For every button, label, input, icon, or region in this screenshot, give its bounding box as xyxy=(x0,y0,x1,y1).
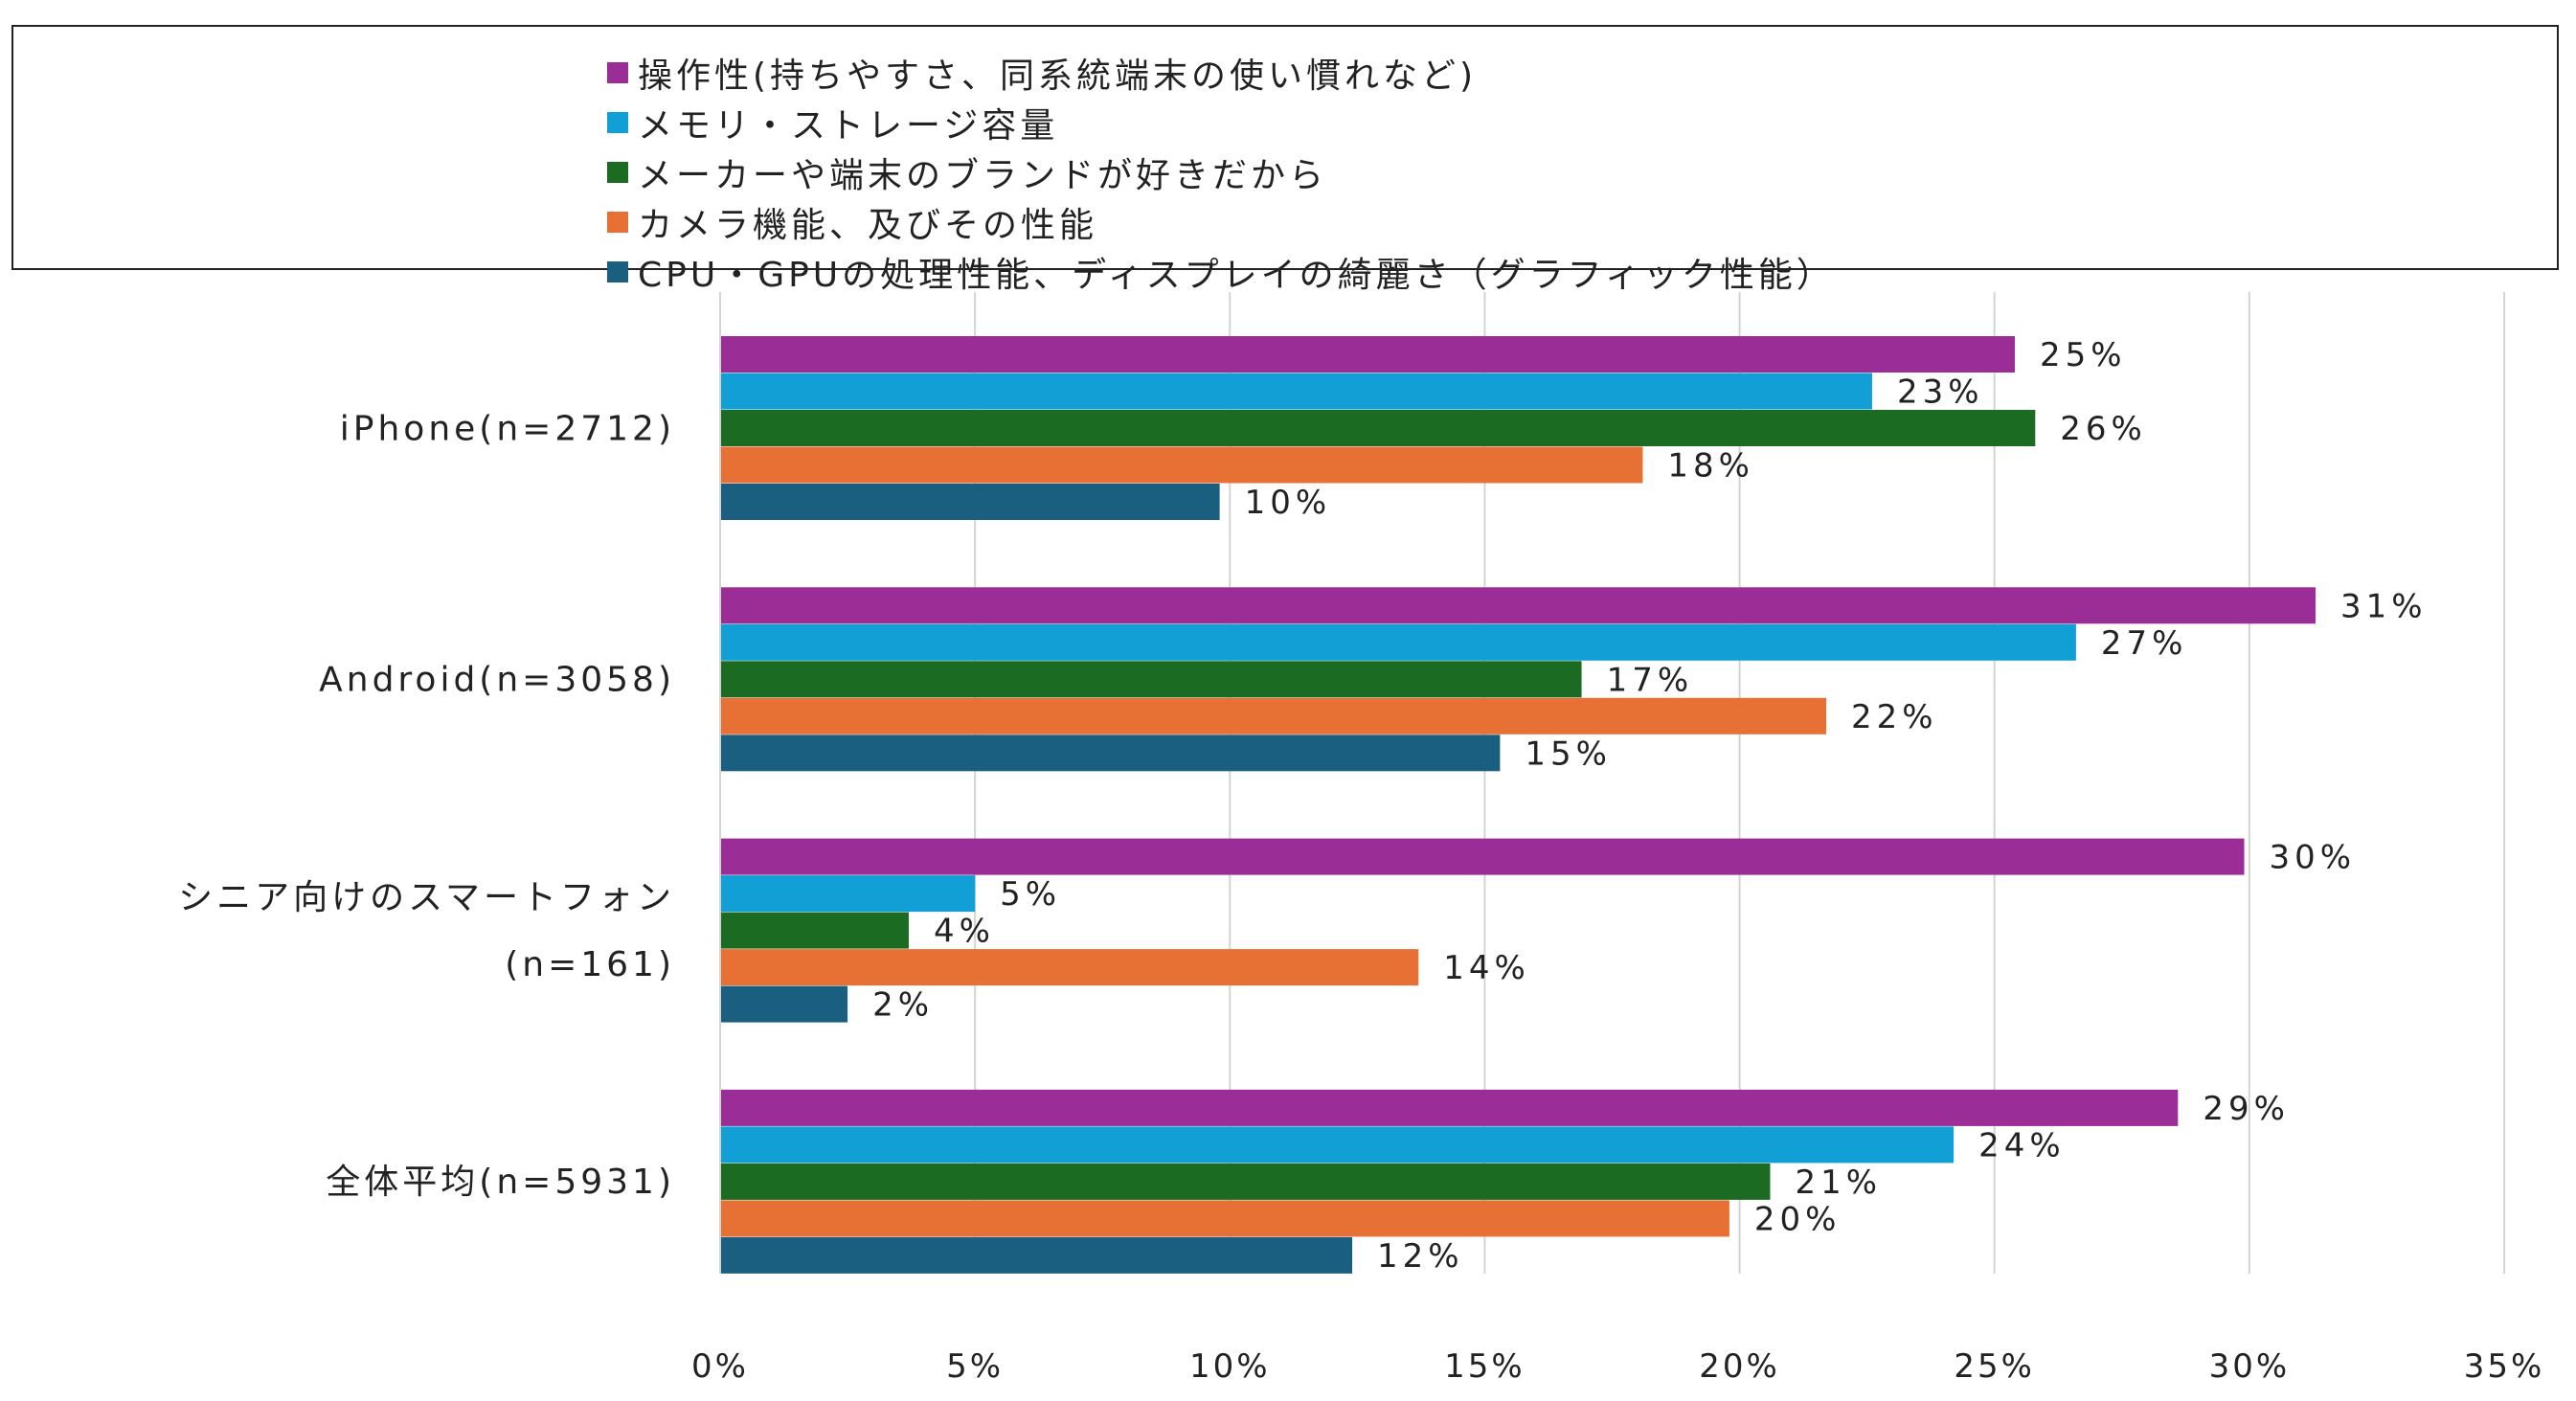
bar xyxy=(720,1236,1353,1274)
x-tick-label: 15% xyxy=(1444,1347,1525,1386)
bar xyxy=(720,587,2316,624)
bar xyxy=(720,373,1872,410)
data-label: 2% xyxy=(872,986,934,1025)
bar xyxy=(720,734,1501,772)
data-label: 23% xyxy=(1897,373,1984,412)
legend-item: 操作性(持ちやすさ、同系統端末の使い慣れなど) xyxy=(607,48,1835,98)
data-label: 10% xyxy=(1245,484,1332,522)
bar xyxy=(720,985,848,1023)
legend-swatch xyxy=(607,162,628,183)
bar xyxy=(720,912,909,949)
legend-list: 操作性(持ちやすさ、同系統端末の使い慣れなど) メモリ・ストレージ容量メーカーや端… xyxy=(607,48,1835,297)
x-tick-label: 20% xyxy=(1699,1347,1780,1386)
bar xyxy=(720,1126,1955,1164)
bar xyxy=(720,623,2076,661)
bar xyxy=(720,838,2245,875)
category-label: Android(n=3058) xyxy=(319,661,675,700)
data-label: 21% xyxy=(1796,1164,1883,1202)
legend-item: メモリ・ストレージ容量 xyxy=(607,98,1835,147)
data-label: 30% xyxy=(2270,839,2357,877)
legend-label: 操作性(持ちやすさ、同系統端末の使い慣れなど) xyxy=(638,56,1478,96)
legend-label: CPU・GPUの処理性能、ディスプレイの綺麗さ（グラフィック性能） xyxy=(638,256,1835,295)
x-tick-label: 10% xyxy=(1189,1347,1271,1386)
category-label: シニア向けのスマートフォン xyxy=(178,878,675,917)
data-label: 12% xyxy=(1377,1237,1464,1276)
x-tick-label: 35% xyxy=(2464,1347,2545,1386)
data-label: 5% xyxy=(1000,875,1061,914)
legend-swatch xyxy=(607,112,628,133)
category-label: 全体平均(n=5931) xyxy=(326,1163,675,1202)
data-label: 22% xyxy=(1851,698,1938,736)
data-label: 18% xyxy=(1667,447,1754,486)
data-label: 20% xyxy=(1754,1200,1842,1238)
data-label: 4% xyxy=(934,913,995,951)
legend-item: カメラ機能、及びその性能 xyxy=(607,197,1835,247)
category-label: (n=161) xyxy=(505,945,675,984)
data-label: 14% xyxy=(1443,949,1530,987)
bar xyxy=(720,1200,1729,1237)
bar xyxy=(720,336,2016,373)
legend-label: メモリ・ストレージ容量 xyxy=(638,106,1059,146)
bar xyxy=(720,949,1419,986)
bar xyxy=(720,410,2036,446)
bar xyxy=(720,875,976,913)
bar xyxy=(720,446,1643,484)
data-label: 17% xyxy=(1607,661,1694,699)
category-label: iPhone(n=2712) xyxy=(340,409,675,448)
bar xyxy=(720,484,1220,520)
data-label: 29% xyxy=(2203,1090,2290,1128)
data-label: 31% xyxy=(2340,587,2428,625)
data-label: 25% xyxy=(2040,336,2127,374)
legend-item: CPU・GPUの処理性能、ディスプレイの綺麗さ（グラフィック性能） xyxy=(607,247,1835,297)
bar xyxy=(720,1163,1771,1200)
x-tick-label: 25% xyxy=(1954,1347,2035,1386)
data-label: 24% xyxy=(1978,1126,2066,1164)
x-tick-label: 0% xyxy=(691,1347,749,1386)
legend-swatch xyxy=(607,261,628,282)
bar xyxy=(720,1089,2179,1126)
legend-swatch xyxy=(607,212,628,233)
bar xyxy=(720,661,1582,698)
legend: 操作性(持ちやすさ、同系統端末の使い慣れなど) メモリ・ストレージ容量メーカーや端… xyxy=(11,25,2559,295)
legend-label: カメラ機能、及びその性能 xyxy=(638,206,1098,245)
data-label: 27% xyxy=(2101,624,2188,663)
legend-label: メーカーや端末のブランドが好きだから xyxy=(638,156,1328,195)
x-tick-label: 30% xyxy=(2209,1347,2291,1386)
legend-swatch xyxy=(607,62,628,83)
data-label: 26% xyxy=(2060,410,2147,448)
x-tick-label: 5% xyxy=(946,1347,1004,1386)
legend-item: メーカーや端末のブランドが好きだから xyxy=(607,147,1835,197)
data-label: 15% xyxy=(1525,734,1612,773)
bar xyxy=(720,697,1827,734)
